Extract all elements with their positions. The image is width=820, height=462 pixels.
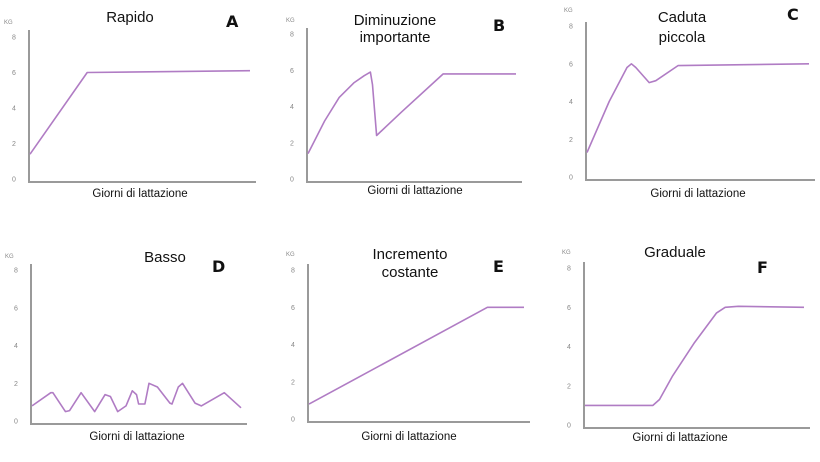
y-tick-label: 2 xyxy=(290,140,294,147)
x-axis-label: Giorni di lattazione xyxy=(367,185,462,197)
series-line xyxy=(586,62,810,153)
panel-letter: F xyxy=(757,258,768,277)
y-tick-label: 0 xyxy=(290,177,294,184)
y-tick-label: 6 xyxy=(567,305,571,312)
y-tick-label: 4 xyxy=(567,344,571,351)
series-line xyxy=(31,382,242,413)
panel-letter: D xyxy=(212,257,225,276)
panel-letter: A xyxy=(226,12,239,31)
y-tick-label: 6 xyxy=(291,305,295,312)
series-line xyxy=(585,305,805,407)
y-tick-label: 0 xyxy=(569,175,573,182)
panel-a: 0 2 4 6 8 KG Rapido A Giorni di lattazione xyxy=(4,9,256,200)
panel-letter: E xyxy=(493,257,504,276)
y-tick-label: 4 xyxy=(290,104,294,111)
x-axis-label: Giorni di lattazione xyxy=(92,188,187,200)
y-tick-label: 2 xyxy=(567,383,571,390)
y-tick-label: 8 xyxy=(291,268,295,275)
x-axis-label: Giorni di lattazione xyxy=(361,431,456,443)
x-axis-label: Giorni di lattazione xyxy=(89,431,184,443)
y-tick-label: 8 xyxy=(567,266,571,273)
y-tick-label: 8 xyxy=(569,24,573,31)
axis-lines xyxy=(585,22,815,181)
panel-title: Basso xyxy=(144,249,186,266)
y-tick-label: 2 xyxy=(569,137,573,144)
y-tick-label: 4 xyxy=(291,342,295,349)
axis-lines xyxy=(307,264,530,423)
axis-lines xyxy=(583,262,810,429)
y-tick-label: 6 xyxy=(12,70,16,77)
panel-title: costante xyxy=(382,264,439,281)
x-axis-label: Giorni di lattazione xyxy=(650,188,745,200)
y-tick-label: 6 xyxy=(14,305,18,312)
y-tick-label: 4 xyxy=(14,343,18,350)
panel-f: 0 2 4 6 8 KG Graduale F Giorni di lattazione xyxy=(562,244,810,444)
panel-title: Rapido xyxy=(106,9,154,26)
panel-title: Diminuzione xyxy=(354,12,437,29)
axis-lines xyxy=(28,30,256,183)
axis-lines xyxy=(30,264,247,425)
y-axis-unit: KG xyxy=(286,18,295,24)
y-tick-label: 4 xyxy=(12,106,16,113)
y-tick-label: 8 xyxy=(12,35,16,42)
y-tick-label: 4 xyxy=(569,99,573,106)
series-line xyxy=(307,71,516,154)
panel-c: 0 2 4 6 8 KG Caduta piccola C Giorni di lattazion… xyxy=(564,5,815,200)
y-tick-label: 0 xyxy=(14,419,18,426)
y-axis-unit: KG xyxy=(564,8,573,14)
y-axis-unit: KG xyxy=(5,254,14,260)
y-tick-label: 2 xyxy=(14,381,18,388)
panel-title: Caduta xyxy=(658,9,707,26)
x-axis-label: Giorni di lattazione xyxy=(632,432,727,444)
y-tick-label: 2 xyxy=(291,379,295,386)
y-tick-label: 8 xyxy=(290,32,294,39)
y-tick-label: 8 xyxy=(14,268,18,275)
y-axis-unit: KG xyxy=(286,252,295,258)
panel-letter: C xyxy=(787,5,799,24)
y-axis-unit: KG xyxy=(4,20,13,26)
panel-title: importante xyxy=(360,29,431,46)
axis-lines xyxy=(306,28,522,183)
y-tick-label: 0 xyxy=(567,423,571,430)
panel-d: 0 2 4 6 8 KG Basso D Giorni di lattazione xyxy=(5,249,247,443)
panel-letter: B xyxy=(493,16,505,35)
series-line xyxy=(29,69,251,155)
panel-title: piccola xyxy=(659,29,706,46)
series-line xyxy=(308,306,524,405)
panel-title: Incremento xyxy=(372,246,447,263)
y-tick-label: 2 xyxy=(12,141,16,148)
y-tick-label: 0 xyxy=(12,177,16,184)
y-axis-unit: KG xyxy=(562,250,571,256)
y-tick-label: 0 xyxy=(291,417,295,424)
y-tick-label: 6 xyxy=(290,68,294,75)
y-tick-label: 6 xyxy=(569,61,573,68)
panel-title: Graduale xyxy=(644,244,706,261)
